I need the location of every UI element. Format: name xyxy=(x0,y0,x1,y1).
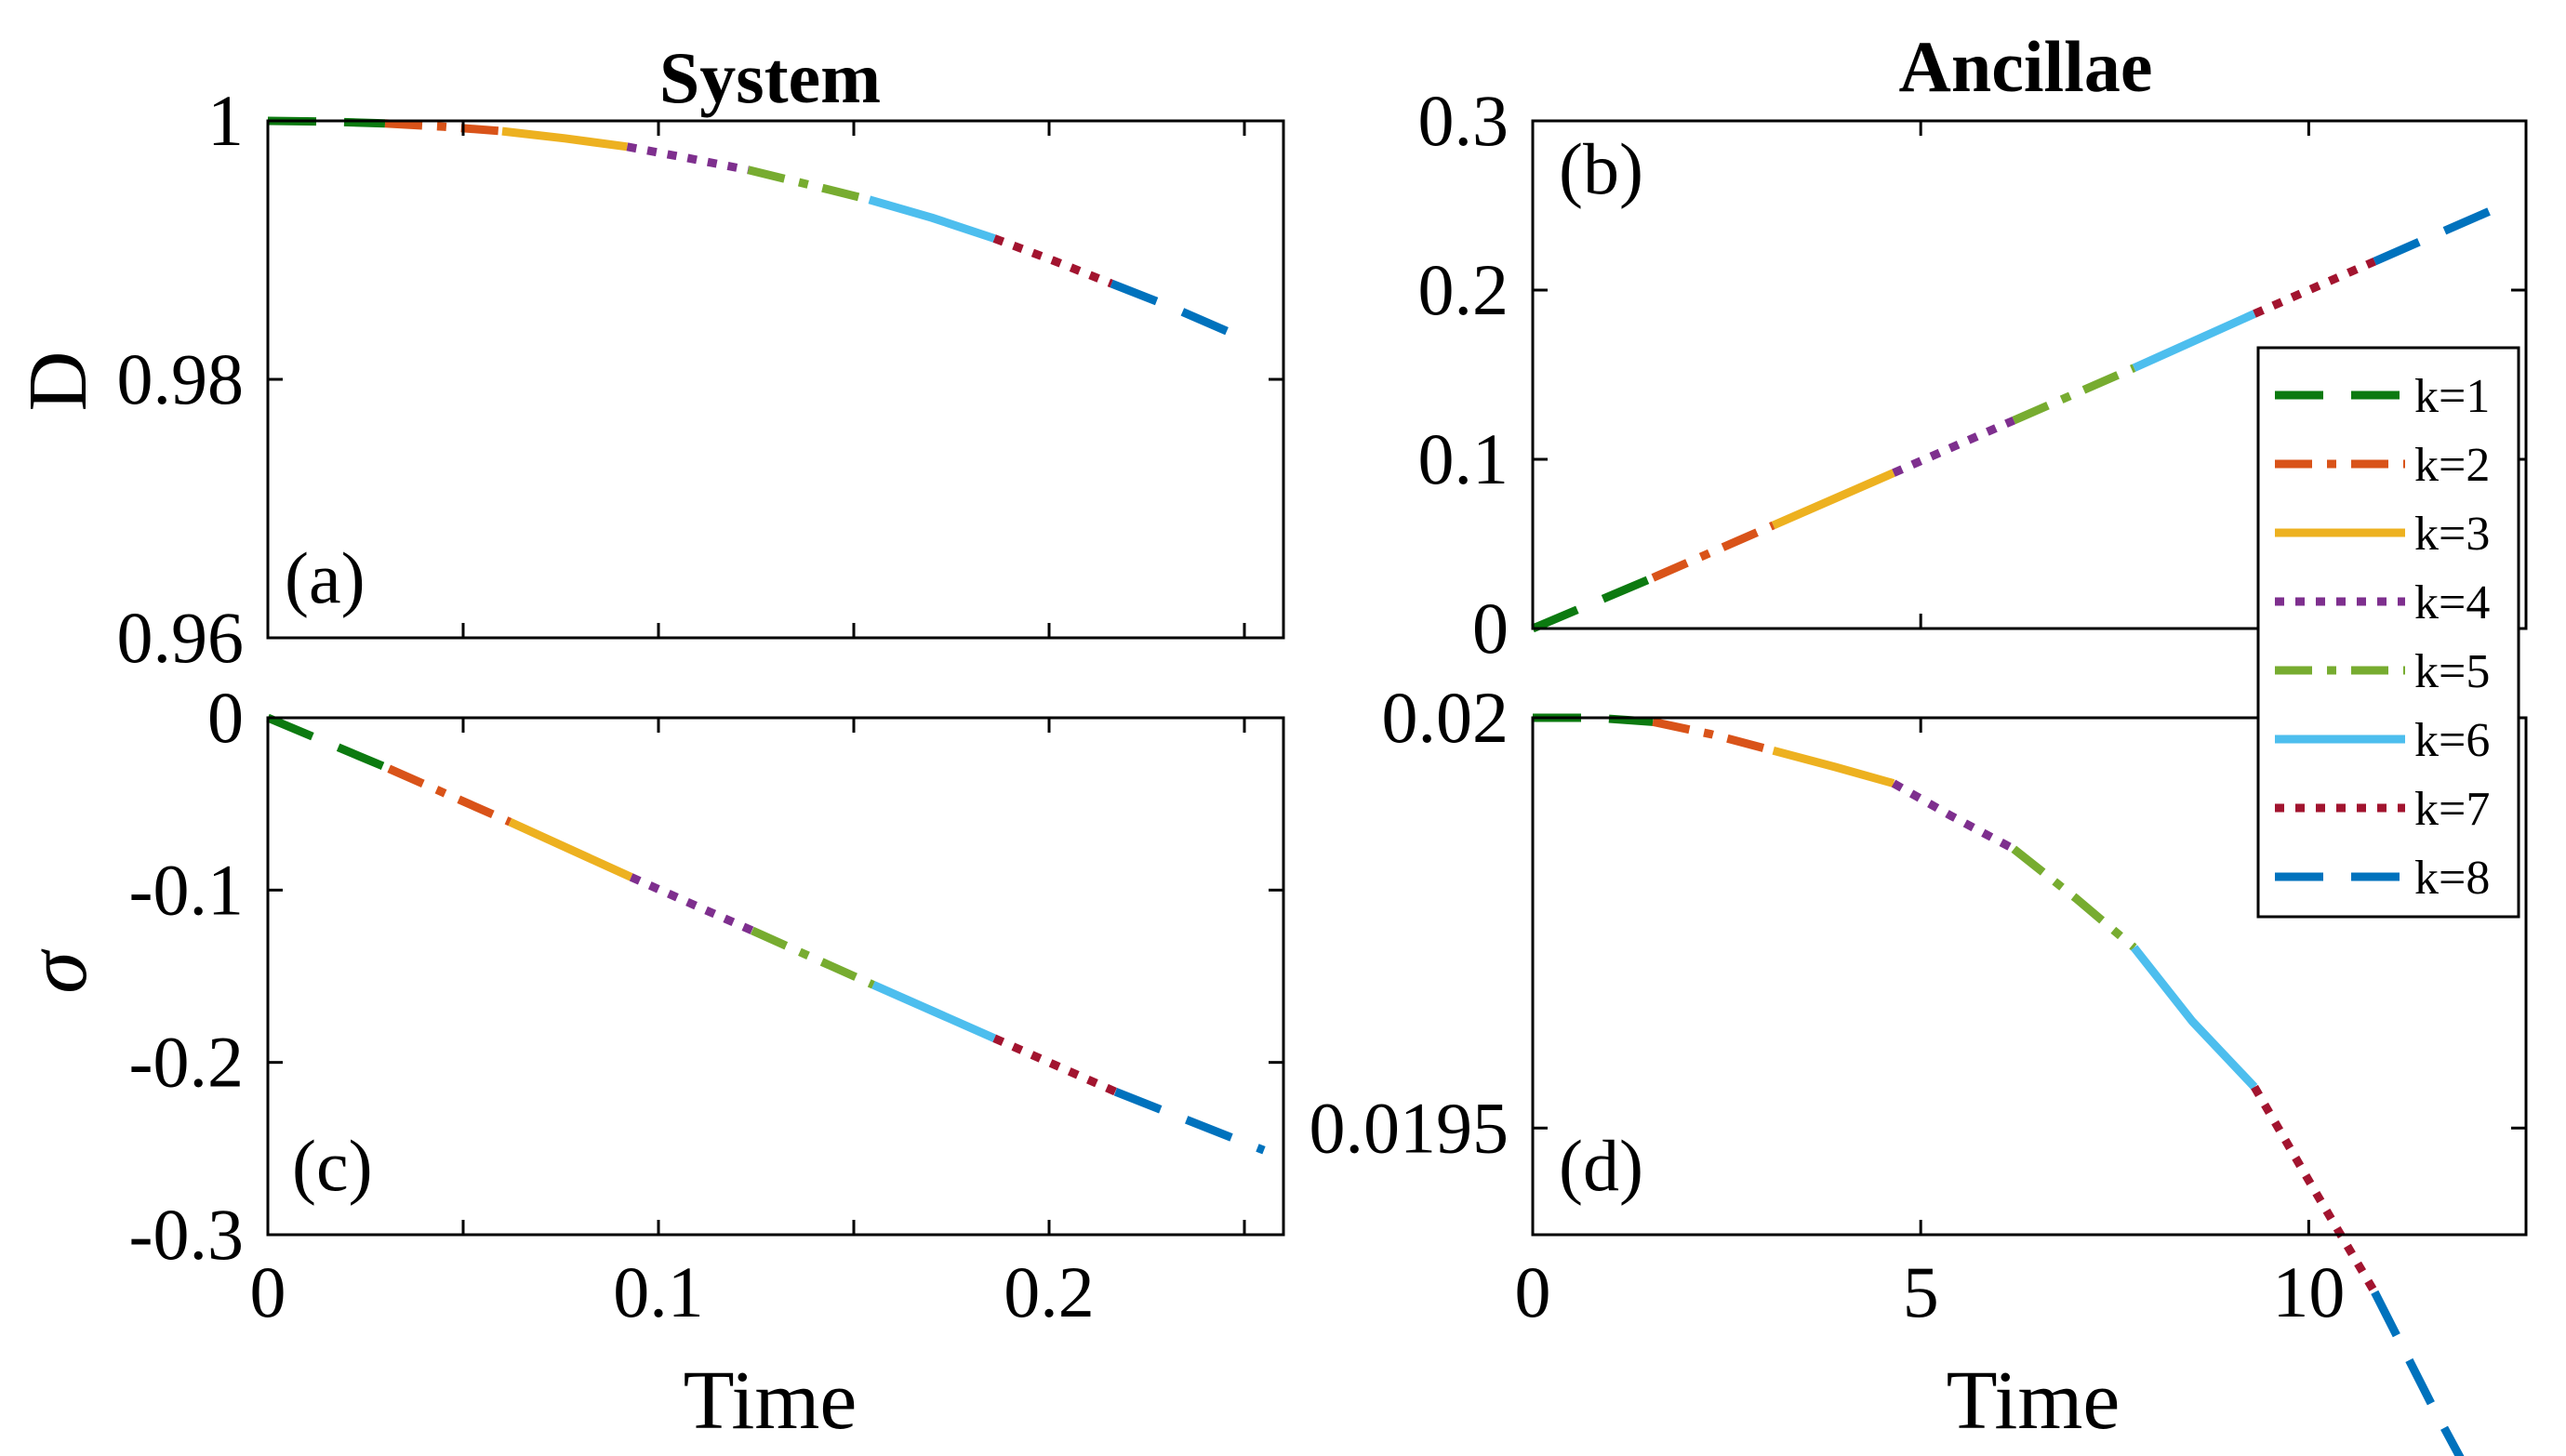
y-tick-label-b: 0.2 xyxy=(1418,249,1509,330)
legend-label-k=8: k=8 xyxy=(2414,852,2490,905)
legend-label-k=3: k=3 xyxy=(2414,508,2490,561)
series-line-k=1-panel-b xyxy=(1531,574,1655,633)
series-line-k=4-panel-c xyxy=(629,873,754,935)
series-line-k=5-panel-a xyxy=(747,165,871,205)
series-line-k=7-panel-d xyxy=(2251,1084,2379,1295)
series-line-k=2-panel-a xyxy=(384,119,503,136)
x-tick-label-c: 0.2 xyxy=(1004,1251,1095,1332)
panel-label-a: (a) xyxy=(285,537,366,618)
legend-label-k=5: k=5 xyxy=(2414,645,2490,698)
y-tick-label-c: -0.1 xyxy=(129,849,244,930)
series-line-k=7-panel-a xyxy=(992,234,1113,288)
series-line-k=2-panel-c xyxy=(387,764,512,827)
series-line-k=1-panel-c xyxy=(266,713,391,773)
legend-label-k=2: k=2 xyxy=(2414,439,2490,492)
x-tick-label-d: 5 xyxy=(1903,1251,1939,1332)
series-line-k=7-panel-c xyxy=(992,1034,1118,1096)
series-line-k=4-panel-b xyxy=(1892,416,2016,477)
plot-area-c xyxy=(268,718,1283,1235)
x-tick-label-d: 0 xyxy=(1515,1251,1551,1332)
legend-label-k=7: k=7 xyxy=(2414,783,2490,836)
y-tick-label-b: 0.3 xyxy=(1418,80,1509,161)
legend-box xyxy=(2256,346,2520,919)
series-line-k=3-panel-b xyxy=(1771,469,1895,530)
series-line-k=8-panel-c xyxy=(1113,1088,1266,1155)
series-line-k=3-panel-c xyxy=(508,818,633,881)
x-axis-label-left: Time xyxy=(684,1355,858,1447)
legend-label-k=6: k=6 xyxy=(2414,714,2490,767)
panel-a: 0.96 0.98 1 (a) xyxy=(117,80,1285,678)
x-axis-label-right: Time xyxy=(1947,1355,2121,1447)
panel-label-d: (d) xyxy=(1559,1125,1643,1206)
panel-label-b: (b) xyxy=(1559,128,1643,209)
column-title-system: System xyxy=(659,37,881,118)
y-tick-label-a: 0.98 xyxy=(117,338,245,419)
x-tick-label-c: 0.1 xyxy=(613,1251,704,1332)
y-tick-label-a: 0.96 xyxy=(117,597,245,678)
series-line-k=3-panel-a xyxy=(501,126,628,152)
series-line-k=7-panel-b xyxy=(2253,257,2377,318)
series-line-k=8-panel-b xyxy=(2373,205,2497,266)
axes-frame-b xyxy=(1531,119,2528,630)
column-title-ancillae: Ancillae xyxy=(1899,26,2153,107)
plot-area-a xyxy=(268,121,1283,638)
x-tick-label-d: 10 xyxy=(2272,1251,2345,1332)
legend: k=1 k=2 k=3 k=4 k=5 k=6 k=7 k=8 xyxy=(2256,346,2520,919)
y-tick-label-c: -0.3 xyxy=(129,1194,244,1275)
legend-label-k=1: k=1 xyxy=(2414,370,2490,423)
y-axis-label-sigma: σ xyxy=(9,948,104,994)
y-tick-label-d: 0.0195 xyxy=(1310,1087,1509,1168)
series-line-k=6-panel-d xyxy=(2131,945,2258,1091)
y-tick-label-b: 0 xyxy=(1472,588,1509,668)
series-line-k=8-panel-d xyxy=(2371,1290,2465,1456)
x-tick-label-c: 0 xyxy=(250,1251,286,1332)
panel-label-c: (c) xyxy=(292,1125,373,1206)
series-line-k=6-panel-b xyxy=(2132,310,2256,372)
panel-c: 0 0.1 0.2-0.3-0.2-0.10(c) xyxy=(129,677,1285,1332)
axes-frame-c xyxy=(266,716,1285,1237)
series-line-k=5-panel-c xyxy=(750,926,875,989)
legend-label-k=4: k=4 xyxy=(2414,576,2490,629)
series-line-k=6-panel-c xyxy=(871,981,997,1042)
series-line-k=8-panel-a xyxy=(1110,279,1239,339)
axes-frame-d xyxy=(1531,716,2528,1237)
series-line-k=5-panel-b xyxy=(2012,364,2136,425)
y-tick-label-a: 1 xyxy=(207,80,244,161)
y-tick-label-c: -0.2 xyxy=(129,1022,244,1103)
y-tick-label-d: 0.02 xyxy=(1382,677,1509,758)
series-line-k=2-panel-d xyxy=(1652,717,1775,755)
series-line-k=4-panel-d xyxy=(1891,779,2016,854)
y-tick-label-c: 0 xyxy=(207,677,244,758)
series-line-k=6-panel-a xyxy=(868,195,996,243)
series-line-k=2-panel-b xyxy=(1651,521,1775,582)
y-axis-label-d: D xyxy=(12,351,104,412)
series-line-k=3-panel-d xyxy=(1772,746,1895,788)
y-tick-label-b: 0.1 xyxy=(1418,418,1509,499)
series-line-k=5-panel-d xyxy=(2011,845,2137,951)
